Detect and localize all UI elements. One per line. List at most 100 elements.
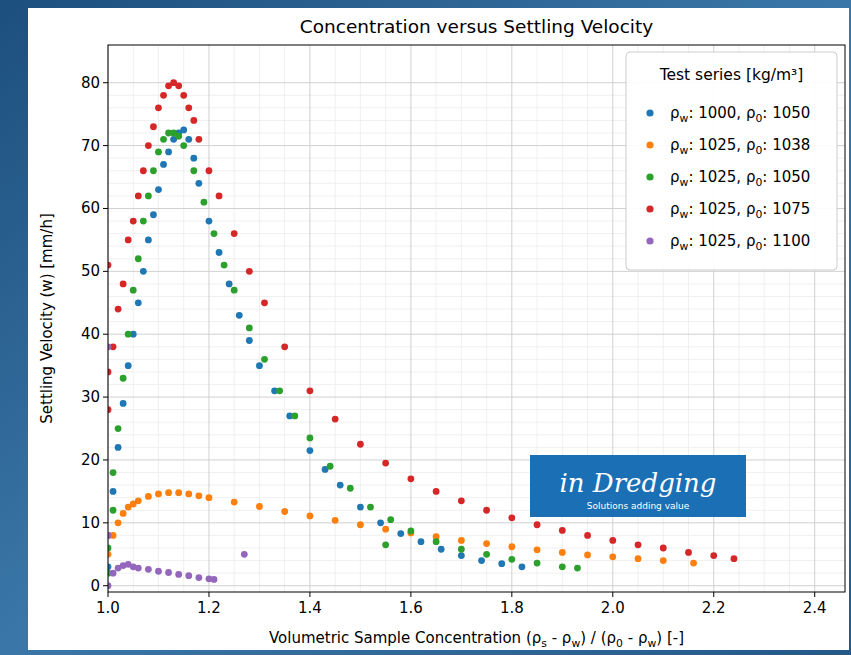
point [584, 552, 591, 559]
y-tick-label: 0 [90, 577, 100, 595]
point [150, 167, 157, 174]
point [559, 549, 566, 556]
point [731, 555, 738, 562]
point [190, 167, 197, 174]
point [559, 563, 566, 570]
point [175, 489, 182, 496]
y-tick [103, 334, 108, 335]
point [483, 540, 490, 547]
point [508, 543, 515, 550]
point [206, 167, 213, 174]
minor-grid [108, 359, 845, 360]
point [508, 556, 515, 563]
point [206, 218, 213, 225]
minor-grid [108, 409, 845, 410]
minor-grid [108, 447, 845, 448]
point [155, 186, 162, 193]
y-tick-label: 60 [81, 199, 100, 217]
x-tick-label: 1.0 [96, 599, 120, 617]
legend-marker [646, 237, 653, 244]
point [281, 343, 288, 350]
minor-grid [108, 296, 845, 297]
point [458, 537, 465, 544]
point [135, 299, 142, 306]
point [584, 532, 591, 539]
y-tick [103, 145, 108, 146]
legend-label: ρw: 1025, ρ0: 1075 [670, 200, 810, 221]
point [433, 538, 440, 545]
point [120, 400, 127, 407]
point [211, 576, 218, 583]
point [190, 117, 197, 124]
point [256, 503, 263, 510]
point [574, 565, 581, 572]
point [108, 545, 111, 552]
legend-label: ρw: 1000, ρ0: 1050 [670, 104, 810, 125]
point [130, 218, 137, 225]
point [110, 507, 117, 514]
point [377, 519, 384, 526]
minor-grid [108, 346, 845, 347]
point [165, 489, 172, 496]
point [216, 249, 223, 256]
x-tick-label: 1.4 [298, 599, 322, 617]
point [418, 538, 425, 545]
point [195, 180, 202, 187]
point [145, 237, 152, 244]
minor-grid [108, 321, 845, 322]
point [108, 369, 111, 376]
point [180, 92, 187, 99]
minor-grid [108, 384, 845, 385]
point [155, 148, 162, 155]
point [382, 460, 389, 467]
x-tick-label: 2.2 [702, 599, 726, 617]
x-tick-label: 2.4 [803, 599, 827, 617]
logo: in DredgingSolutions adding value [530, 455, 746, 517]
legend-box [626, 52, 837, 270]
point [120, 510, 127, 517]
point [180, 126, 187, 133]
point [397, 530, 404, 537]
point [140, 218, 147, 225]
point [165, 569, 172, 576]
point [160, 136, 167, 143]
legend-label: ρw: 1025, ρ0: 1050 [670, 168, 810, 189]
background [0, 0, 851, 655]
point [155, 568, 162, 575]
point [519, 563, 526, 570]
panel [28, 8, 849, 650]
chart-root: 1.01.21.41.61.82.02.22.40102030405060708… [0, 0, 851, 655]
point [145, 493, 152, 500]
point [206, 494, 213, 501]
point [120, 281, 127, 288]
point [231, 499, 238, 506]
point [387, 516, 394, 523]
y-axis-title: Settling Velocity (w) [mm/h] [38, 213, 56, 423]
point [246, 268, 253, 275]
grid-line [108, 397, 845, 398]
minor-grid [108, 547, 845, 548]
point [357, 521, 364, 528]
y-tick-label: 20 [81, 451, 100, 469]
point [120, 375, 127, 382]
y-tick [103, 271, 108, 272]
point [478, 557, 485, 564]
point [382, 541, 389, 548]
minor-grid [108, 422, 845, 423]
point [160, 161, 167, 168]
point [125, 237, 132, 244]
point [150, 211, 157, 218]
point [201, 199, 208, 206]
grid-line [410, 45, 411, 592]
point [115, 519, 122, 526]
point [135, 497, 142, 504]
point [110, 570, 117, 577]
x-tick-label: 1.8 [500, 599, 524, 617]
point [115, 425, 122, 432]
x-tick [713, 592, 714, 597]
point [108, 563, 111, 570]
grid-line [208, 45, 209, 592]
series [108, 489, 697, 566]
point [534, 546, 541, 553]
point [165, 148, 172, 155]
